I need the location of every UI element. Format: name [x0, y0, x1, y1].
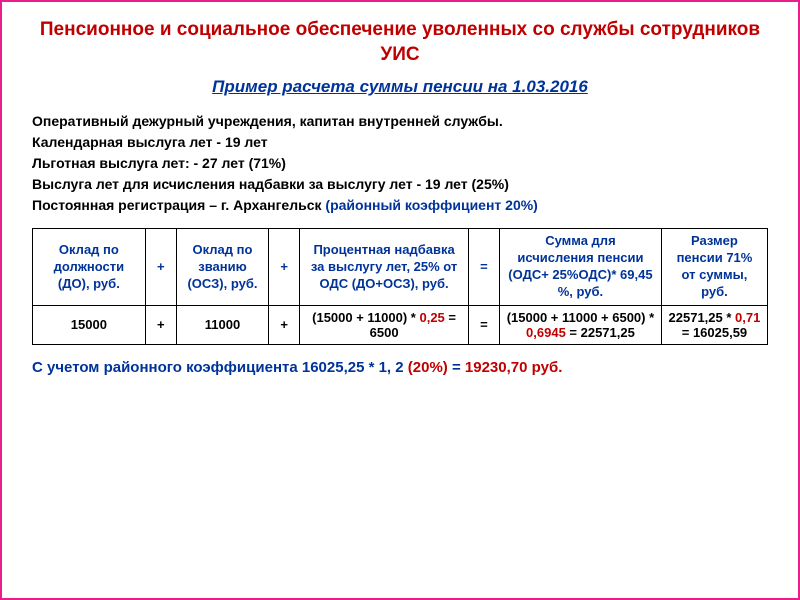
cell-1: 15000 [33, 305, 146, 344]
info-line-4: Выслуга лет для исчисления надбавки за в… [32, 174, 768, 195]
table-header-row: Оклад по должности (ДО), руб. + Оклад по… [33, 229, 768, 306]
col-header-2: Оклад по званию (ОСЗ), руб. [176, 229, 268, 306]
main-title: Пенсионное и социальное обеспечение увол… [32, 18, 768, 67]
cell-3a: (15000 + 11000) * [312, 310, 419, 325]
cell-op-plus: + [145, 305, 176, 344]
info-line-5: Постоянная регистрация – г. Архангельск … [32, 195, 768, 216]
col-op-plus: + [145, 229, 176, 306]
cell-4a: (15000 + 11000 + 6500) * [507, 310, 654, 325]
col-header-3: Процентная надбавка за выслугу лет, 25% … [300, 229, 469, 306]
cell-op-eq: = [468, 305, 499, 344]
document-container: Пенсионное и социальное обеспечение увол… [2, 2, 798, 386]
info-line-5a: Постоянная регистрация – г. Архангельск [32, 197, 325, 213]
info-block: Оперативный дежурный учреждения, капитан… [32, 111, 768, 216]
subtitle: Пример расчета суммы пенсии на 1.03.2016 [32, 77, 768, 97]
col-op-eq: = [468, 229, 499, 306]
cell-op-plus: + [269, 305, 300, 344]
footer-line: С учетом районного коэффициента 16025,25… [32, 359, 768, 376]
col-op-plus: + [269, 229, 300, 306]
cell-5b: 0,71 [735, 310, 760, 325]
info-line-5b: (районный коэффициент 20%) [325, 197, 537, 213]
cell-3b: 0,25 [419, 310, 444, 325]
cell-3: (15000 + 11000) * 0,25 = 6500 [300, 305, 469, 344]
info-line-2: Календарная выслуга лет - 19 лет [32, 132, 768, 153]
info-line-1: Оперативный дежурный учреждения, капитан… [32, 111, 768, 132]
col-header-1: Оклад по должности (ДО), руб. [33, 229, 146, 306]
footer-c: = [448, 359, 465, 376]
cell-5: 22571,25 * 0,71 = 16025,59 [661, 305, 767, 344]
info-line-3: Льготная выслуга лет: - 27 лет (71%) [32, 153, 768, 174]
cell-5c: = 16025,59 [682, 325, 747, 340]
col-header-4: Сумма для исчисления пенсии (ОДС+ 25%ОДС… [499, 229, 661, 306]
cell-5a: 22571,25 * [669, 310, 736, 325]
cell-2: 11000 [176, 305, 268, 344]
cell-4c: = 22571,25 [566, 325, 635, 340]
table-data-row: 15000 + 11000 + (15000 + 11000) * 0,25 =… [33, 305, 768, 344]
cell-4b: 0,6945 [526, 325, 566, 340]
cell-4: (15000 + 11000 + 6500) * 0,6945 = 22571,… [499, 305, 661, 344]
calc-table: Оклад по должности (ДО), руб. + Оклад по… [32, 228, 768, 345]
footer-b: (20%) [408, 359, 448, 376]
footer-a: С учетом районного коэффициента 16025,25… [32, 359, 408, 376]
col-header-5: Размер пенсии 71% от суммы, руб. [661, 229, 767, 306]
footer-d: 19230,70 руб. [465, 359, 562, 376]
